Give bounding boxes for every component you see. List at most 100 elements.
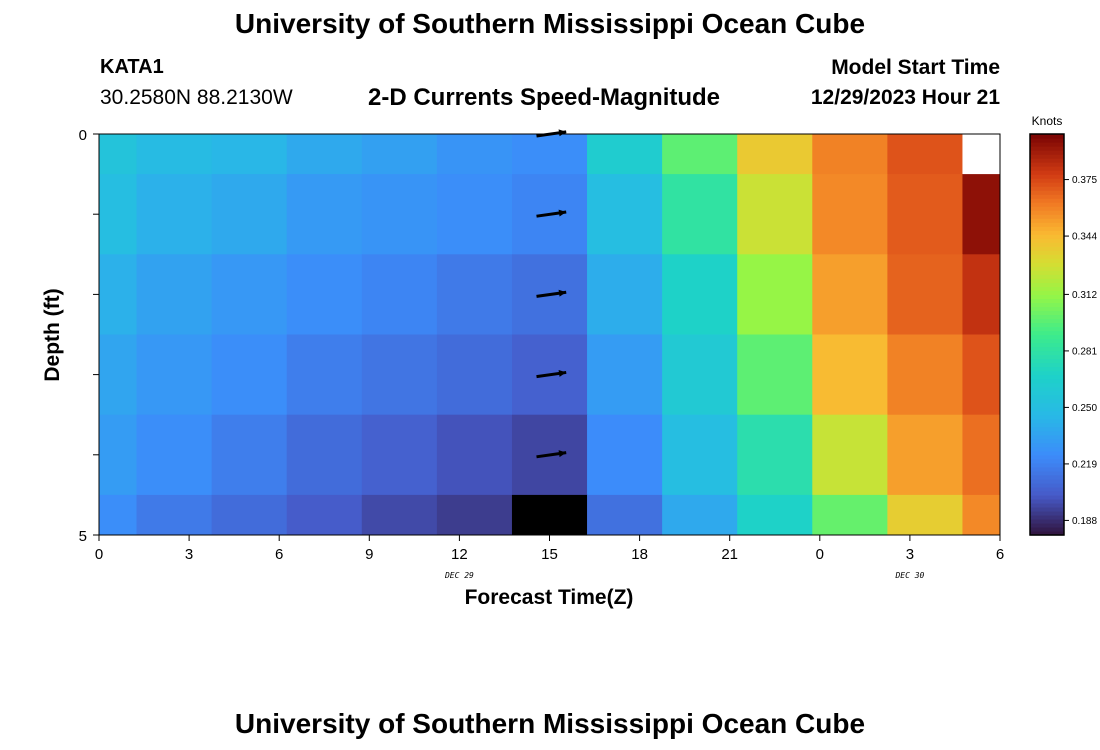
colorbar-tick-label: 0.188 [1072,516,1097,527]
colorbar-segment [1030,242,1064,247]
colorbar-segment [1030,466,1064,472]
colorbar-tick-label: 0.344 [1072,232,1097,243]
x-tick-label: 3 [906,546,914,563]
colorbar-segment [1030,190,1064,195]
colorbar-segment [1030,166,1064,171]
colorbar-segment [1030,274,1064,279]
colorbar-segment [1030,378,1064,384]
heatmap-cell [962,134,1001,175]
station-coordinates: 30.2580N 88.2130W [100,86,293,109]
colorbar-segment [1030,338,1064,344]
colorbar-segment [1030,446,1064,452]
colorbar-segment [1030,134,1064,139]
colorbar-segment [1030,502,1064,508]
heatmap-cell [662,334,738,416]
colorbar-segment [1030,402,1064,408]
colorbar-segment [1030,278,1064,283]
colorbar-segment [1030,210,1064,215]
page-title: University of Southern Mississippi Ocean… [234,8,866,39]
station-id: KATA1 [100,56,164,78]
model-start-label: Model Start Time [831,56,1000,79]
heatmap-cell [361,414,438,496]
x-tick-label: 9 [365,546,373,563]
colorbar-segment [1030,478,1064,484]
heatmap-cell [887,334,963,416]
colorbar-frame [1029,133,1065,536]
colorbar-segment [1030,258,1064,263]
colorbar-segment [1030,318,1064,324]
colorbar-segment [1030,138,1064,143]
heatmap-cell [812,334,888,416]
heatmap-cell [99,414,138,496]
colorbar-segment [1030,394,1064,400]
colorbar-segment [1030,222,1064,227]
chart-subtitle: 2-D Currents Speed-Magnitude [368,84,721,111]
y-tick-label: 0 [79,127,87,144]
colorbar-tick-label: 0.281 [1072,346,1097,357]
colorbar-segment [1030,310,1064,316]
heatmap-cell [211,494,288,536]
colorbar-tick-label: 0.250 [1072,403,1097,414]
colorbar-segment [1030,354,1064,360]
heatmap-cell [136,334,213,416]
colorbar-segment [1030,426,1064,432]
colorbar-tick-label: 0.375 [1072,175,1097,186]
colorbar-segment [1030,374,1064,380]
colorbar-segment [1030,186,1064,191]
colorbar-segment [1030,302,1064,308]
colorbar-segment [1030,414,1064,420]
colorbar-segment [1030,498,1064,504]
colorbar-segment [1030,462,1064,468]
heatmap-cell [737,174,813,255]
colorbar-segment [1030,530,1064,536]
heatmap-cell [136,254,213,335]
heatmap-cell [887,414,963,496]
heatmap-cell [662,414,738,496]
x-tick-label: 12 [451,546,468,563]
colorbar-segment [1030,230,1064,235]
colorbar-segment [1030,214,1064,219]
colorbar-segment [1030,266,1064,271]
heatmap-cell [361,494,438,536]
colorbar-segment [1030,518,1064,524]
colorbar-segment [1030,282,1064,287]
colorbar-segment [1030,422,1064,428]
heatmap-cell [136,174,213,255]
heatmap-cell [812,174,888,255]
colorbar-segment [1030,494,1064,500]
heatmap-cell [962,414,1001,496]
heatmap-cell [99,254,138,335]
heatmap-cell [99,134,138,175]
heatmap-cell [737,414,813,496]
colorbar-segment [1030,482,1064,488]
colorbar-segment [1030,342,1064,348]
colorbar-segment [1030,294,1064,300]
colorbar-segment [1030,202,1064,207]
x-date-label: DEC 29 [444,571,474,580]
heatmap-cell [737,254,813,335]
colorbar-segment [1030,154,1064,159]
heatmap-cell [286,494,363,536]
heatmap-cell [662,174,738,255]
colorbar-segment [1030,514,1064,520]
colorbar-segment [1030,226,1064,231]
colorbar-segment [1030,334,1064,340]
colorbar-segment [1030,286,1064,291]
colorbar-segment [1030,170,1064,175]
x-date-label: DEC 30 [894,571,924,580]
colorbar-segment [1030,506,1064,512]
x-tick-label: 21 [721,546,738,563]
colorbar-segment [1030,326,1064,332]
x-tick-label: 3 [185,546,193,563]
heatmap-cell [587,254,663,335]
heatmap-cell [962,334,1001,416]
heatmap-cell [361,254,438,335]
heatmap-cell [99,334,138,416]
colorbar-segment [1030,146,1064,151]
heatmap-cell [887,134,963,175]
colorbar-segment [1030,510,1064,516]
colorbar-segment [1030,298,1064,304]
colorbar-segment [1030,430,1064,436]
colorbar-segment [1030,438,1064,444]
x-tick-label: 0 [95,546,103,563]
